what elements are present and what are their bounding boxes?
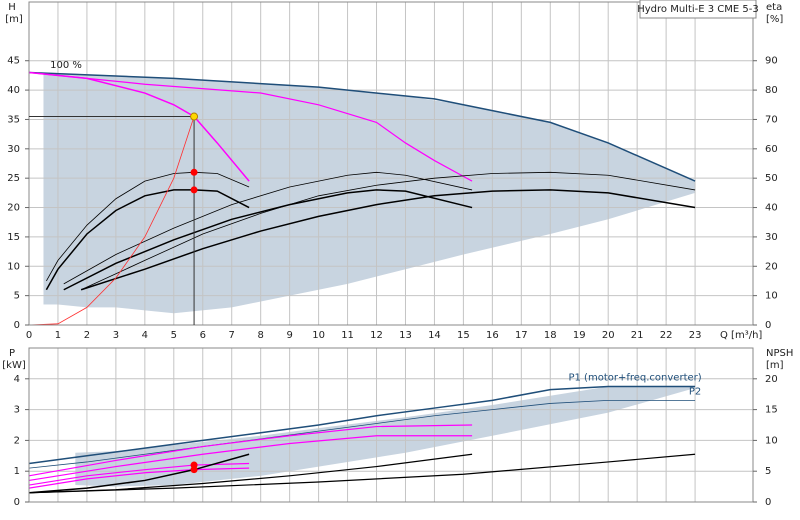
x-tick-label: 8 [257,330,263,341]
x-tick-label: 16 [486,330,499,341]
x-tick-label: 12 [370,330,383,341]
duty-point [190,186,198,194]
x-tick-label: 10 [312,330,325,341]
duty-point [190,466,198,474]
y-tick-label: 30 [7,144,20,155]
curve [28,453,250,494]
x-tick-label: 13 [399,330,412,341]
curve [46,171,250,282]
plot-border [28,347,754,503]
y2-tick-label: 0 [765,320,771,331]
x-tick-label: 21 [631,330,644,341]
y2-tick-label: 90 [765,56,778,67]
y-axis-title: H [8,2,16,13]
y-axis-title: P [9,348,15,359]
label-box [639,0,757,19]
pump-name: Hydro Multi-E 3 CME 5-3 [637,4,759,15]
operating-range [43,72,696,314]
curve [28,453,696,494]
x-tick-label: 14 [428,330,441,341]
operating-range [75,386,696,487]
y2-tick-label: 10 [765,435,778,446]
curve [80,189,696,291]
y-tick-label: 45 [7,56,20,67]
curve [28,385,696,465]
x-tick-label: 4 [142,330,148,341]
y2-tick-label: 40 [765,203,778,214]
y2-tick-label: 80 [765,85,778,96]
y-tick-label: 0 [14,320,20,331]
y-tick-label: 15 [7,232,20,243]
series-label: P2 [689,386,701,397]
x-tick-label: 23 [689,330,702,341]
curve [28,435,473,482]
curve [28,71,473,182]
x-tick-label: 15 [457,330,470,341]
x-tick-label: 0 [26,330,32,341]
y2-tick-label: 10 [765,291,778,302]
x-tick-label: 6 [200,330,206,341]
curve [80,171,696,291]
y-tick-label: 20 [7,203,20,214]
y-axis-unit: [kW] [2,360,26,371]
x-tick-label: 18 [544,330,557,341]
curve [28,467,250,489]
operating-point [190,112,199,121]
curve [63,171,473,285]
x-tick-label: 5 [171,330,177,341]
x-tick-label: 3 [113,330,119,341]
y2-tick-label: 70 [765,114,778,125]
y-tick-label: 10 [7,261,20,272]
y-tick-label: 5 [14,291,20,302]
x-tick-label: 22 [660,330,673,341]
curve [28,71,696,182]
plot-border [28,1,754,326]
y2-axis-title: NPSH [766,348,793,359]
y-tick-label: 25 [7,173,20,184]
x-tick-label: 11 [341,330,354,341]
duty-point [190,168,198,176]
y2-axis-title: eta [766,2,782,13]
y-tick-label: 3 [14,405,20,416]
series-label: P1 (motor+freq.converter) [568,373,701,384]
y-tick-label: 0 [14,497,20,508]
y2-tick-label: 20 [765,374,778,385]
y-tick-label: 2 [14,435,20,446]
annotation: 100 % [50,60,82,71]
x-tick-label: 17 [515,330,528,341]
curve [28,399,696,469]
y2-tick-label: 5 [765,466,771,477]
y-tick-label: 4 [14,374,20,385]
x-tick-label: 7 [229,330,235,341]
y2-tick-label: 60 [765,144,778,155]
curve [28,424,473,477]
y2-tick-label: 20 [765,261,778,272]
y-tick-label: 35 [7,114,20,125]
y2-axis-unit: [m] [766,360,784,371]
x-tick-label: 9 [286,330,292,341]
y2-axis-unit: [%] [766,14,783,25]
x-tick-label: 20 [602,330,615,341]
y-tick-label: 40 [7,85,20,96]
y2-tick-label: 15 [765,405,778,416]
y2-tick-label: 30 [765,232,778,243]
y-axis-unit: [m] [5,14,23,25]
y2-tick-label: 50 [765,173,778,184]
y2-tick-label: 0 [765,497,771,508]
curve [28,116,195,326]
x-tick-label: 2 [84,330,90,341]
x-tick-label: 19 [573,330,586,341]
x-tick-label: 1 [55,330,61,341]
y-tick-label: 1 [14,466,20,477]
x-axis-title: Q [m³/h] [720,330,762,341]
curve [45,189,250,291]
